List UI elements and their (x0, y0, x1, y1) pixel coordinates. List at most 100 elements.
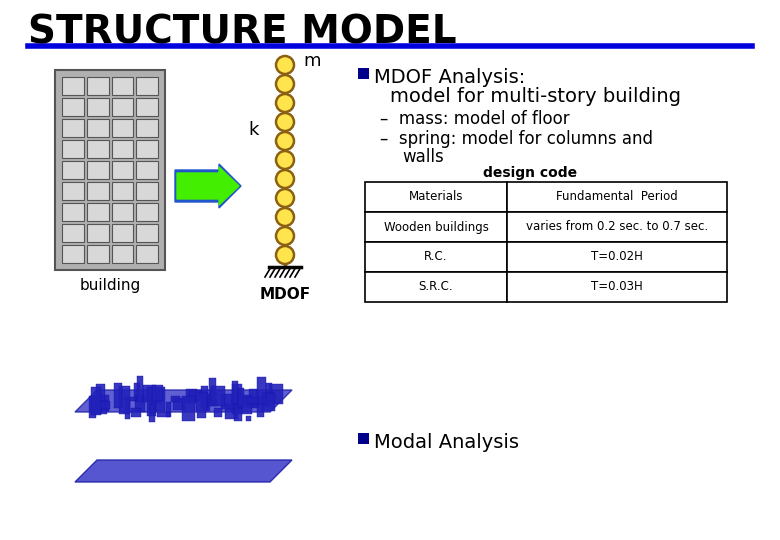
Text: MDOF Analysis:: MDOF Analysis: (374, 68, 525, 87)
Circle shape (276, 75, 294, 93)
Bar (136, 77, 158, 95)
Bar (96, 395, 109, 410)
Text: –  spring: model for columns and: – spring: model for columns and (380, 130, 653, 148)
Bar (165, 402, 172, 417)
Bar (261, 393, 275, 410)
Bar (507, 212, 727, 242)
Bar (112, 161, 133, 179)
Bar (173, 397, 185, 410)
Bar (87, 140, 108, 158)
Bar (149, 396, 155, 422)
Bar (137, 376, 144, 402)
Text: k: k (249, 121, 259, 139)
Text: building: building (80, 278, 140, 293)
Bar (62, 119, 83, 137)
Bar (215, 408, 222, 417)
Bar (507, 272, 727, 302)
Bar (232, 400, 239, 411)
Bar (136, 203, 158, 221)
FancyArrow shape (177, 167, 239, 205)
Bar (358, 68, 369, 79)
Text: –  mass: model of floor: – mass: model of floor (380, 110, 569, 128)
Bar (114, 383, 122, 408)
Polygon shape (75, 460, 292, 482)
Bar (203, 394, 210, 411)
Circle shape (276, 208, 294, 226)
Text: T=0.02H: T=0.02H (591, 251, 643, 264)
Bar (171, 396, 180, 402)
Bar (136, 119, 158, 137)
Bar (365, 242, 507, 272)
Bar (136, 140, 158, 158)
Bar (358, 433, 369, 444)
Bar (62, 140, 83, 158)
Text: walls: walls (402, 148, 444, 166)
Bar (136, 98, 158, 116)
Bar (87, 203, 108, 221)
Bar (149, 399, 161, 403)
Bar (134, 395, 144, 412)
Bar (365, 212, 507, 242)
Text: Modal Analysis: Modal Analysis (374, 433, 519, 452)
Bar (136, 245, 158, 263)
Bar (112, 98, 133, 116)
Bar (264, 393, 273, 408)
Bar (89, 396, 96, 418)
Bar (62, 98, 83, 116)
Bar (96, 383, 105, 408)
Bar (87, 98, 108, 116)
Bar (87, 245, 108, 263)
Text: R.C.: R.C. (424, 251, 448, 264)
Bar (87, 77, 108, 95)
Bar (157, 412, 170, 417)
Bar (62, 203, 83, 221)
Bar (152, 387, 165, 410)
Text: MDOF: MDOF (260, 287, 310, 302)
Bar (246, 397, 258, 404)
Bar (87, 182, 108, 200)
Bar (101, 401, 108, 414)
Circle shape (276, 113, 294, 131)
Text: T=0.03H: T=0.03H (591, 280, 643, 294)
Bar (112, 224, 133, 242)
Circle shape (276, 246, 294, 264)
Bar (62, 182, 83, 200)
Text: model for multi-story building: model for multi-story building (390, 87, 681, 106)
Circle shape (276, 132, 294, 150)
Bar (62, 245, 83, 263)
Bar (189, 390, 201, 401)
Bar (136, 161, 158, 179)
FancyArrow shape (175, 164, 241, 208)
Bar (197, 413, 206, 418)
Polygon shape (75, 390, 292, 412)
Circle shape (276, 151, 294, 169)
Bar (147, 387, 156, 416)
Bar (112, 203, 133, 221)
Circle shape (276, 94, 294, 112)
Text: m: m (303, 52, 321, 70)
Bar (125, 399, 130, 418)
Bar (95, 409, 101, 414)
Bar (112, 182, 133, 200)
Bar (112, 140, 133, 158)
Circle shape (276, 227, 294, 245)
Bar (112, 245, 133, 263)
Bar (211, 386, 225, 406)
Bar (207, 399, 217, 406)
Text: design code: design code (483, 166, 577, 180)
Text: STRUCTURE MODEL: STRUCTURE MODEL (28, 14, 456, 52)
Circle shape (276, 189, 294, 207)
Bar (62, 161, 83, 179)
Bar (98, 401, 110, 409)
Bar (221, 394, 234, 409)
Text: Fundamental  Period: Fundamental Period (556, 191, 678, 204)
Bar (232, 381, 239, 404)
Text: varies from 0.2 sec. to 0.7 sec.: varies from 0.2 sec. to 0.7 sec. (526, 220, 708, 233)
Bar (87, 161, 108, 179)
Bar (268, 384, 282, 404)
Bar (365, 272, 507, 302)
Bar (246, 400, 258, 407)
Bar (257, 377, 266, 404)
Text: S.R.C.: S.R.C. (419, 280, 453, 294)
Text: Wooden buildings: Wooden buildings (384, 220, 488, 233)
